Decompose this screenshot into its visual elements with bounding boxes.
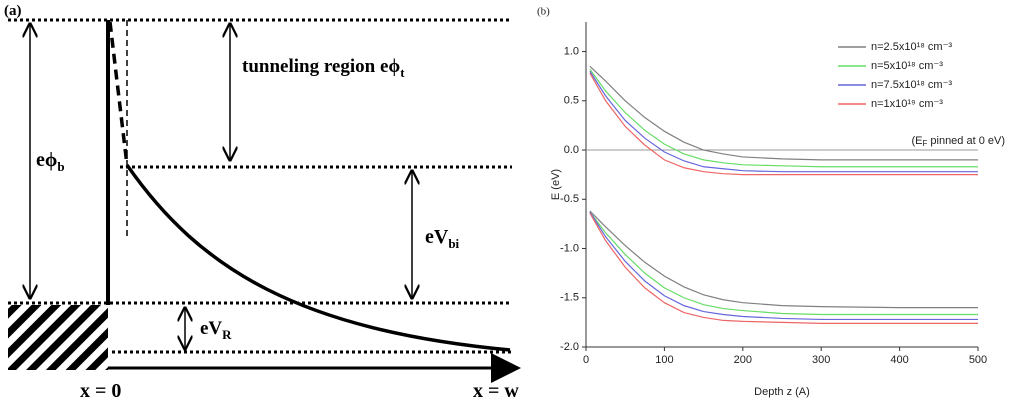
- y-tick-label: -2.0: [560, 341, 579, 353]
- band-tunnel: [108, 21, 129, 166]
- legend-label: n=5x10¹⁸ cm⁻³: [871, 60, 943, 72]
- series-line: [589, 211, 978, 321]
- annotation-part: pinned at 0 eV): [927, 135, 1005, 147]
- annotation-part: (E: [911, 135, 922, 147]
- x-tick-label: 200: [734, 354, 752, 366]
- label: eϕb: [36, 149, 65, 174]
- annotation-part: F: [922, 139, 927, 148]
- annotation: (EF pinned at 0 eV): [911, 135, 1005, 148]
- x-tick-label: 0: [583, 354, 589, 366]
- series-line: [589, 72, 978, 176]
- legend-label: n=7.5x10¹⁸ cm⁻³: [871, 79, 952, 91]
- y-axis-label: E (eV): [550, 169, 562, 200]
- metal: [8, 305, 108, 370]
- legend-label: n=1x10¹⁹ cm⁻³: [871, 98, 943, 110]
- y-tick-label: -1.5: [560, 292, 579, 304]
- y-tick-label: -1.0: [560, 242, 579, 254]
- x-tick-label: 300: [812, 354, 830, 366]
- band-edge: [125, 164, 511, 352]
- series-line: [589, 212, 978, 324]
- x-tick-label: 500: [969, 354, 987, 366]
- x-tick-label: 400: [890, 354, 908, 366]
- series-line: [589, 211, 978, 316]
- label: x = w: [473, 380, 519, 402]
- series-line: [589, 210, 978, 309]
- legend-label: n=2.5x10¹⁸ cm⁻³: [871, 41, 952, 53]
- panel-label: (b): [537, 6, 550, 18]
- label: eVbi: [425, 226, 460, 251]
- label: x = 0: [80, 380, 121, 402]
- y-tick-label: 0.5: [564, 95, 579, 107]
- panel-label: (a): [4, 3, 22, 19]
- label: tunneling region eϕt: [242, 56, 405, 80]
- series-line: [589, 68, 978, 168]
- band-diagram: (a) tunneling region eϕt eϕb eVbi eVR x …: [4, 3, 521, 402]
- chart: (b) -2.0 -1.5 -1.0 -0.5 0.0 0.5 1.0 0 100 200 300 4…: [537, 6, 1005, 398]
- series-line: [589, 65, 978, 161]
- x-axis-label: Depth z (A): [754, 386, 810, 398]
- y-tick-label: 0.0: [564, 144, 579, 156]
- y-tick-label: -0.5: [560, 193, 579, 205]
- label: eVR: [200, 318, 232, 342]
- series-line: [589, 70, 978, 173]
- x-tick-label: 100: [655, 354, 673, 366]
- y-tick-label: 1.0: [564, 45, 579, 57]
